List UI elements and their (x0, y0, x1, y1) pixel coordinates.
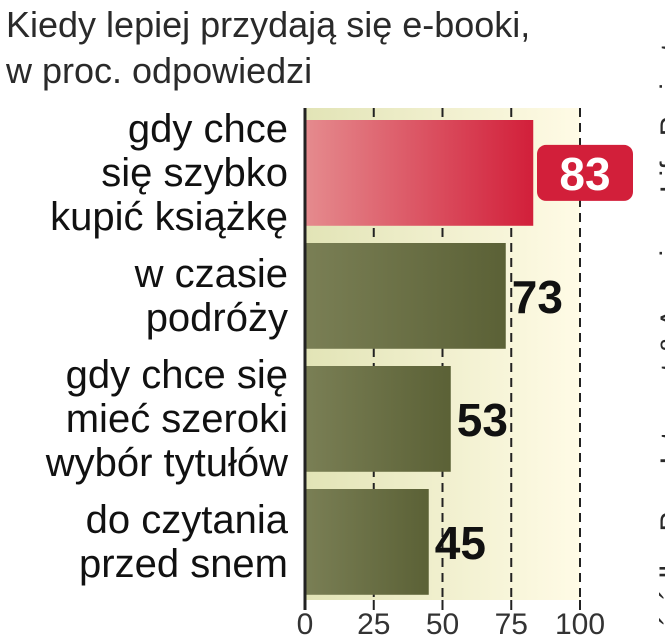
bars (305, 120, 534, 595)
category-label: gdy chce się (66, 353, 288, 397)
category-label: mieć szeroki (66, 397, 288, 441)
category-label: się szybko (101, 151, 288, 195)
bar (305, 366, 451, 472)
x-axis: 0 25 50 75 100 (297, 108, 605, 640)
value-label-badge (537, 144, 633, 201)
x-tick-label: 50 (426, 608, 459, 640)
x-tick-label: 100 (555, 608, 605, 640)
value-labels: 83 73 53 45 (435, 144, 633, 569)
bar (305, 489, 429, 595)
x-tick-label: 25 (357, 608, 390, 640)
source-note: źródło: Pew Internet & American Life Pro… (655, 43, 665, 630)
value-label: 45 (435, 517, 486, 569)
category-label: wybór tytułów (45, 441, 288, 485)
category-label: gdy chce (128, 107, 288, 151)
value-label: 73 (512, 271, 563, 323)
x-tick-label: 75 (495, 608, 528, 640)
x-tick-label: 0 (297, 608, 314, 640)
bar (305, 120, 534, 226)
chart-title-line-2: w proc. odpowiedzi (6, 50, 313, 91)
chart-title-line-1: Kiedy lepiej przydają się e-booki, (6, 4, 531, 45)
value-label: 83 (559, 148, 610, 200)
category-label: przed snem (79, 542, 288, 586)
category-label: podróży (146, 296, 288, 340)
category-label: do czytania (86, 498, 289, 542)
value-label: 53 (457, 394, 508, 446)
category-label: w czasie (134, 252, 288, 296)
category-label: kupić książkę (50, 195, 288, 239)
bar (305, 243, 506, 349)
chart-title: Kiedy lepiej przydają się e-booki, w pro… (6, 2, 606, 94)
